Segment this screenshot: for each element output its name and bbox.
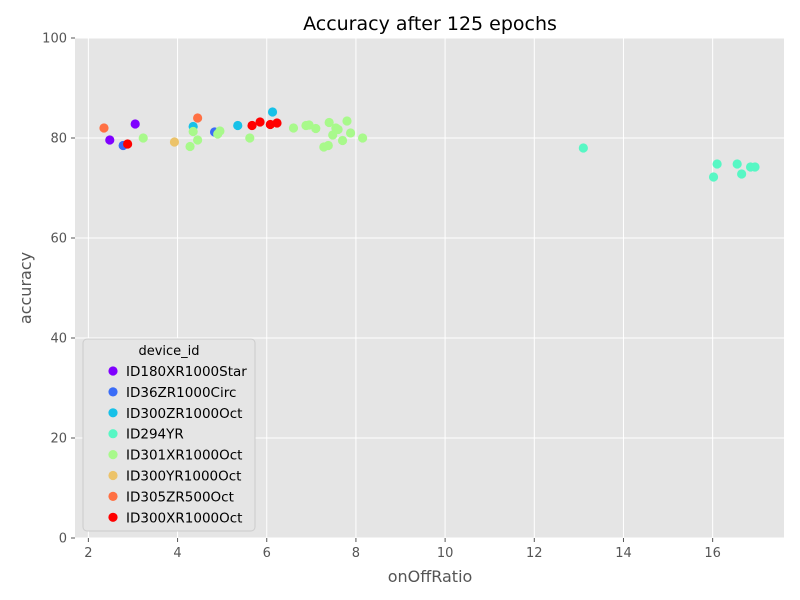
data-point: [123, 139, 133, 149]
legend-label: ID294YR: [126, 427, 184, 443]
data-point: [732, 159, 742, 169]
data-points: [99, 107, 760, 182]
y-tick-label: 100: [42, 32, 67, 47]
legend-label: ID180XR1000Star: [126, 364, 247, 380]
data-point: [255, 117, 265, 127]
y-tick-label: 0: [59, 532, 67, 547]
x-tick-label: 8: [352, 546, 360, 561]
data-point: [193, 113, 203, 123]
legend-label: ID300ZR1000Oct: [126, 406, 242, 422]
legend-box: [82, 338, 256, 532]
y-tick-label: 40: [50, 332, 67, 347]
legend-label: ID301XR1000Oct: [126, 448, 242, 464]
legend-label: ID36ZR1000Circ: [126, 385, 236, 401]
grid: [75, 37, 784, 539]
y-axis-label: accuracy: [16, 252, 35, 324]
data-point: [247, 120, 257, 131]
data-point: [712, 159, 722, 169]
legend-label: ID305ZR500Oct: [126, 489, 234, 505]
data-point: [323, 140, 333, 151]
data-point: [185, 141, 195, 152]
data-point: [288, 123, 299, 133]
legend-title: device_id: [138, 344, 199, 359]
y-tick-label: 20: [50, 432, 67, 447]
legend-marker: [108, 366, 118, 376]
legend-label: ID300XR1000Oct: [126, 510, 242, 526]
x-axis-label: onOffRatio: [388, 567, 473, 586]
data-point: [324, 117, 334, 128]
legend-marker: [108, 512, 118, 522]
x-tick-label: 4: [173, 546, 181, 561]
y-tick-label: 60: [50, 232, 67, 247]
data-point: [333, 124, 343, 135]
legend-marker: [108, 429, 118, 439]
legend-marker: [108, 408, 118, 418]
data-point: [358, 133, 368, 143]
legend-marker: [108, 450, 118, 460]
data-point: [138, 133, 148, 143]
data-point: [578, 143, 588, 153]
data-point: [245, 133, 255, 143]
legend-label: ID300YR1000Oct: [126, 469, 241, 485]
x-tick-label: 2: [84, 546, 92, 561]
data-point: [169, 137, 180, 147]
data-point: [105, 135, 115, 145]
data-point: [345, 128, 356, 138]
data-point: [193, 135, 203, 145]
data-point: [272, 118, 282, 128]
chart-title: Accuracy after 125 epochs: [303, 13, 557, 35]
legend-marker: [108, 387, 118, 397]
legend-marker: [108, 491, 118, 501]
legend-items: ID180XR1000Star ID36ZR1000Circ ID300ZR1000…: [108, 364, 247, 526]
data-point: [750, 162, 760, 172]
legend: device_id ID180XR1000StarID36ZR1000CircI…: [82, 338, 256, 532]
data-point: [737, 169, 747, 179]
legend-marker: [108, 470, 118, 481]
data-point: [267, 107, 278, 117]
x-axis-ticks: 2 4 6 8 10 12 14 16: [84, 538, 721, 561]
x-tick-label: 10: [437, 546, 454, 561]
data-point: [708, 172, 719, 182]
data-point: [215, 126, 225, 136]
data-point: [130, 119, 140, 129]
x-tick-label: 14: [615, 546, 632, 561]
data-point: [99, 123, 109, 133]
data-point: [342, 116, 352, 126]
data-point: [337, 135, 348, 146]
y-tick-label: 80: [50, 132, 67, 147]
data-point: [188, 126, 198, 137]
data-point: [233, 120, 243, 131]
y-axis-ticks: 0 20 40 60 80 100: [42, 32, 75, 547]
x-tick-label: 16: [704, 546, 721, 561]
data-point: [311, 123, 321, 134]
x-tick-label: 12: [526, 546, 543, 561]
x-tick-label: 6: [263, 546, 271, 561]
